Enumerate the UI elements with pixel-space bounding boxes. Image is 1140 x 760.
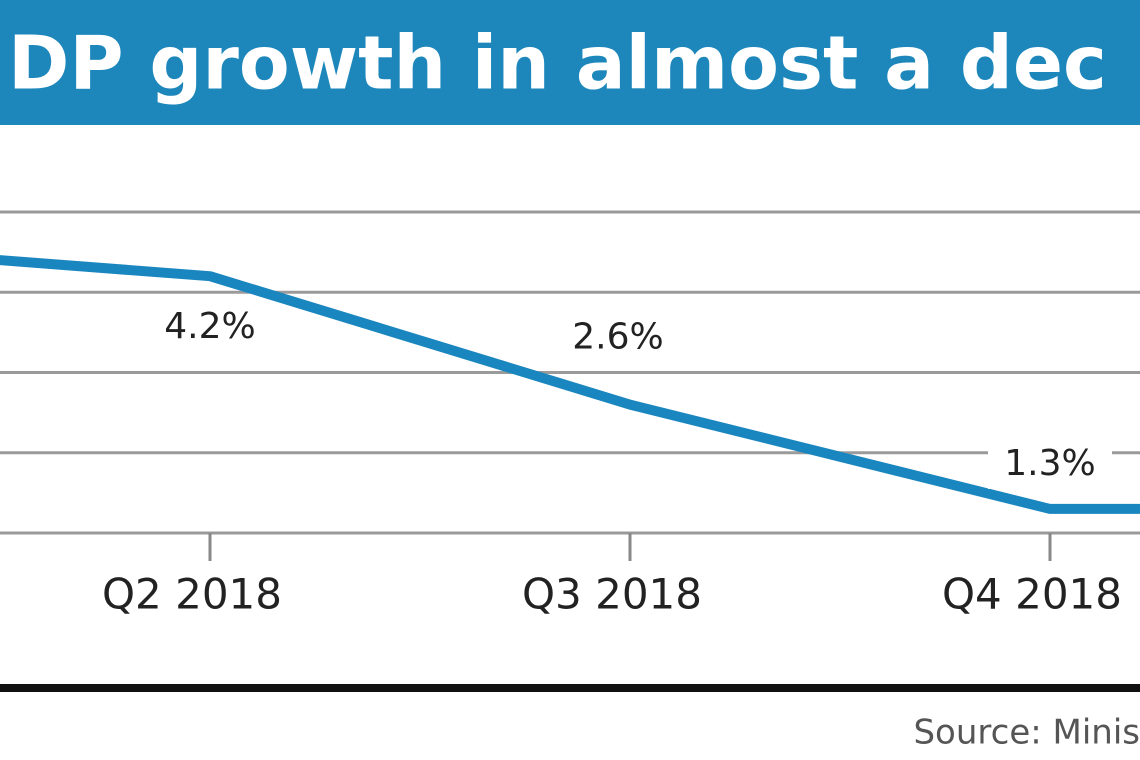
x-tick-label: Q3 2018 [522,570,702,619]
x-tick-label: Q2 2018 [102,570,282,619]
x-tick-label: Q4 2018 [942,570,1122,619]
chart-title: DP growth in almost a dec [8,21,1107,107]
data-line [0,255,1140,514]
bottom-rule [0,684,1140,692]
source-note: Source: Minis [913,713,1140,753]
label-bg [988,440,1112,489]
plot-area [0,255,1140,514]
value-label: 2.6% [572,317,663,358]
value-label: 4.2% [164,306,255,347]
value-label: 1.3% [1004,443,1095,484]
title-bar [0,0,1140,125]
